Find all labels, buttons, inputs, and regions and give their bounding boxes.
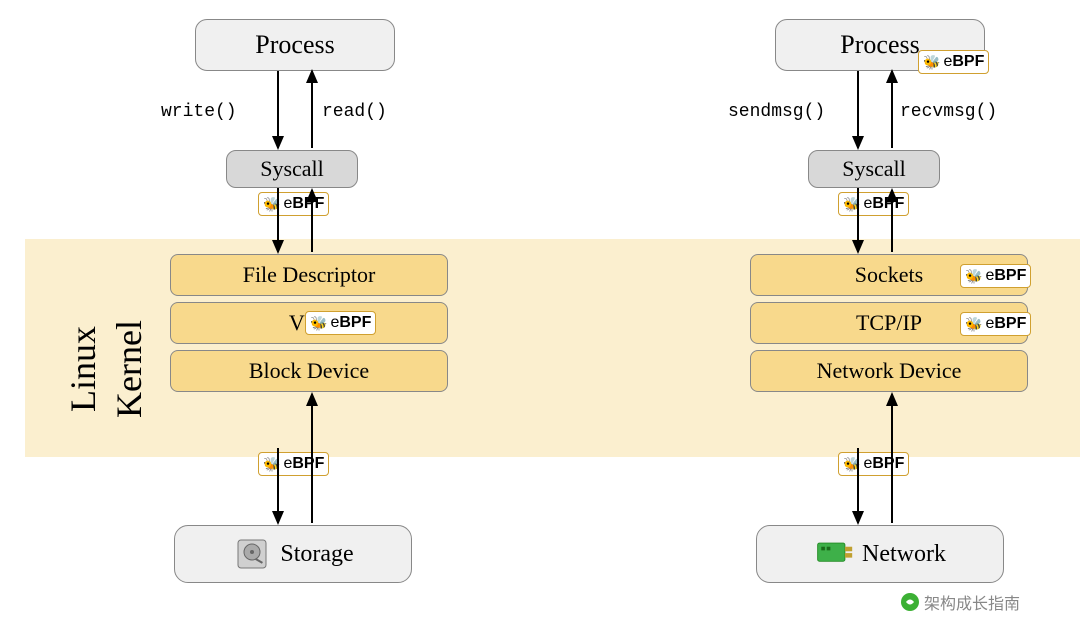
ebpf-badge: 🐝eBPF [918,50,989,74]
right-layer-tcpip-label: TCP/IP [856,310,922,336]
left-syscall-box: Syscall [226,150,358,188]
bee-icon: 🐝 [263,456,280,473]
bee-icon: 🐝 [843,456,860,473]
network-card-icon [814,534,854,574]
bee-icon: 🐝 [843,196,860,213]
left-process-label: Process [255,30,334,60]
bee-icon: 🐝 [923,54,940,71]
left-storage-label: Storage [280,541,353,568]
right-layer-sockets-label: Sockets [855,262,923,288]
left-storage-box: Storage [174,525,412,583]
ebpf-badge: 🐝eBPF [960,312,1031,336]
ebpf-badge: 🐝eBPF [305,311,376,335]
left-write-label: write() [161,102,237,122]
disk-icon [232,534,272,574]
ebpf-badge: 🐝eBPF [838,192,909,216]
left-layer-block-label: Block Device [249,358,369,384]
ebpf-badge: 🐝eBPF [258,452,329,476]
right-send-label: sendmsg() [728,102,825,122]
right-syscall-box: Syscall [808,150,940,188]
kernel-label-linux: Linux [62,326,104,412]
right-syscall-label: Syscall [842,156,906,182]
ebpf-badge: 🐝eBPF [258,192,329,216]
left-syscall-label: Syscall [260,156,324,182]
ebpf-badge: 🐝eBPF [960,264,1031,288]
right-network-label: Network [862,541,946,568]
right-layer-netdev-label: Network Device [817,358,962,384]
bee-icon: 🐝 [965,316,982,333]
ebpf-badge: 🐝eBPF [838,452,909,476]
right-process-label: Process [840,30,919,60]
right-layer-netdev: Network Device [750,350,1028,392]
left-layer-fd: File Descriptor [170,254,448,296]
right-recv-label: recvmsg() [900,102,997,122]
left-layer-block: Block Device [170,350,448,392]
kernel-label-kernel: Kernel [108,320,150,418]
watermark-text: 架构成长指南 [924,590,1020,614]
bee-icon: 🐝 [965,268,982,285]
left-layer-fd-label: File Descriptor [243,262,376,288]
right-network-box: Network [756,525,1004,583]
bee-icon: 🐝 [310,315,327,332]
left-read-label: read() [322,102,387,122]
watermark: 架构成长指南 [900,590,1020,614]
bee-icon: 🐝 [263,196,280,213]
left-process-box: Process [195,19,395,71]
